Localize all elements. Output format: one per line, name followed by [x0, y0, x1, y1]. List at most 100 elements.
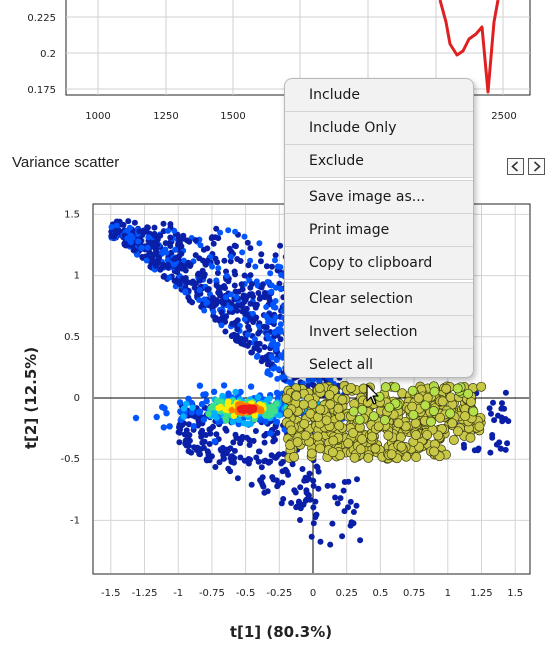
data-point	[176, 399, 184, 406]
selected-point	[379, 415, 390, 426]
data-point	[131, 246, 138, 253]
menu-item-include-only[interactable]: Include Only	[309, 120, 397, 136]
menu-item-select-all[interactable]: Select all	[309, 357, 373, 373]
data-point	[171, 277, 178, 284]
data-point	[197, 446, 204, 453]
data-point	[288, 379, 295, 386]
selected-point	[428, 406, 439, 416]
data-point	[160, 220, 167, 227]
data-point	[213, 282, 220, 289]
data-point	[505, 418, 512, 425]
data-point	[167, 234, 174, 241]
data-point	[260, 483, 267, 490]
data-point	[501, 405, 508, 412]
selected-point	[324, 390, 335, 400]
selected-point	[314, 383, 325, 393]
data-point	[231, 268, 238, 275]
data-point	[213, 431, 220, 438]
menu-item-copy-to-clipboard[interactable]: Copy to clipboard	[309, 255, 433, 271]
top-y-tick: 0.175	[27, 85, 56, 96]
data-point	[329, 482, 336, 489]
data-point	[229, 453, 235, 460]
data-point	[238, 436, 245, 443]
menu-separator	[285, 246, 473, 247]
data-point	[340, 487, 347, 494]
menu-item-exclude[interactable]: Exclude	[309, 153, 364, 169]
data-point	[179, 422, 186, 429]
data-point	[247, 257, 254, 264]
data-point	[236, 338, 242, 345]
data-point	[299, 466, 306, 472]
data-point	[262, 412, 269, 419]
menu-item-save-image[interactable]: Save image as...	[309, 189, 426, 205]
data-point	[235, 416, 242, 423]
data-point	[303, 477, 310, 484]
data-point	[259, 355, 266, 361]
data-point	[108, 233, 115, 239]
data-point	[220, 455, 227, 462]
data-point	[324, 482, 331, 489]
data-point	[121, 240, 128, 247]
selected-point	[355, 444, 366, 455]
data-point	[347, 498, 354, 505]
selected-point	[407, 385, 418, 396]
next-button[interactable]	[528, 158, 545, 175]
menu-item-clear-selection[interactable]: Clear selection	[309, 291, 413, 307]
data-point	[504, 440, 511, 447]
data-point	[174, 269, 181, 275]
data-point	[221, 283, 228, 289]
data-point	[246, 327, 253, 333]
x-tick-label: 1.25	[470, 588, 492, 599]
data-point	[161, 273, 168, 279]
selected-point	[452, 383, 463, 394]
menu-item-print-image[interactable]: Print image	[309, 222, 390, 238]
data-point	[345, 504, 351, 511]
data-point	[218, 322, 225, 329]
selected-point	[396, 441, 407, 452]
data-point	[237, 454, 244, 461]
data-point	[315, 468, 322, 475]
selected-point	[383, 430, 394, 441]
selected-point	[447, 418, 458, 429]
data-point	[339, 533, 346, 540]
data-point	[239, 308, 246, 315]
data-point	[278, 500, 285, 507]
data-point	[350, 520, 357, 527]
data-point	[272, 346, 279, 353]
data-point	[272, 257, 278, 264]
data-point	[248, 481, 255, 488]
data-point	[332, 494, 339, 501]
selected-point	[367, 431, 378, 442]
selected-point	[291, 390, 302, 401]
selected-point	[453, 426, 463, 437]
selected-point	[468, 406, 479, 417]
data-point	[150, 239, 157, 246]
data-point	[210, 240, 217, 247]
data-point	[164, 261, 171, 268]
menu-item-invert-selection[interactable]: Invert selection	[309, 324, 418, 340]
selected-point	[407, 401, 418, 412]
x-tick-label: 1.5	[507, 588, 523, 599]
x-tick-label: -1	[173, 588, 183, 599]
data-point	[218, 309, 225, 316]
previous-button[interactable]	[507, 158, 524, 175]
data-point	[247, 245, 254, 252]
data-point	[243, 305, 250, 312]
data-point	[245, 262, 252, 269]
data-point	[228, 253, 235, 260]
data-point	[241, 233, 248, 240]
selected-point	[321, 415, 332, 426]
data-point	[303, 487, 310, 494]
variance-scatter-plot[interactable]: -1.5 -1.25 -1 -0.75 -0.5 -0.25 0 0.25 0.5 0.75 1 1.…	[0, 196, 546, 651]
data-point	[259, 474, 266, 481]
data-point	[200, 246, 207, 253]
selected-point	[437, 396, 448, 407]
data-point	[166, 423, 173, 430]
data-point	[345, 478, 352, 485]
menu-item-include[interactable]: Include	[309, 87, 360, 103]
data-point	[108, 224, 115, 230]
x-tick-label: 0	[310, 588, 316, 599]
top-chart-series-line	[438, 0, 500, 94]
selected-point	[348, 406, 359, 417]
data-point	[210, 423, 216, 430]
